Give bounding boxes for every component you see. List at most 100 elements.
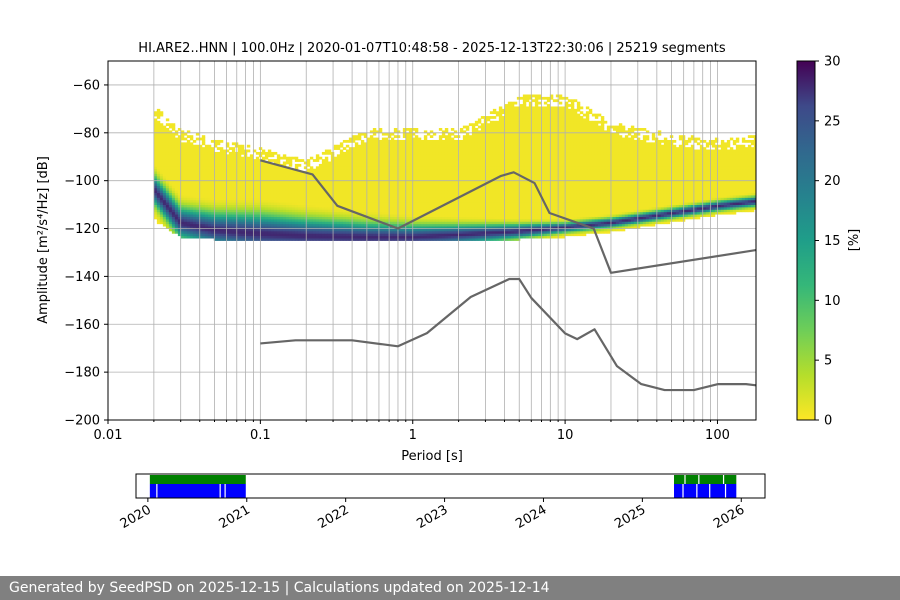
psd-cell [369, 173, 374, 177]
psd-cell [327, 228, 332, 232]
psd-cell [420, 221, 425, 225]
psd-cell [378, 195, 383, 198]
psd-cell [474, 156, 479, 160]
psd-cell [186, 168, 191, 172]
psd-cell [312, 168, 317, 172]
psd-cell [225, 218, 230, 222]
psd-cell [426, 180, 431, 184]
psd-cell [195, 226, 200, 229]
psd-cell [495, 192, 500, 196]
psd-cell [498, 233, 503, 237]
psd-cell [486, 204, 491, 208]
psd-cell [504, 156, 509, 160]
psd-cell [426, 147, 431, 150]
psd-cell [183, 223, 188, 227]
psd-cell [351, 137, 356, 141]
psd-cell [240, 195, 245, 198]
psd-cell [171, 226, 176, 229]
psd-cell [339, 226, 344, 229]
psd-cell [420, 192, 425, 196]
psd-cell [441, 214, 446, 217]
psd-cell [465, 223, 470, 227]
psd-cell [360, 230, 365, 234]
psd-cell [459, 226, 464, 229]
psd-cell [177, 197, 182, 201]
psd-cell [357, 173, 362, 177]
psd-cell [501, 137, 506, 141]
psd-cell [489, 166, 494, 170]
psd-cell [228, 233, 233, 237]
psd-cell [207, 175, 212, 179]
psd-cell [432, 216, 437, 220]
psd-cell [255, 187, 260, 191]
psd-cell [297, 197, 302, 201]
psd-cell [411, 144, 416, 148]
psd-cell [510, 228, 515, 232]
psd-cell [174, 159, 179, 162]
psd-cell [381, 137, 386, 141]
psd-cell [498, 106, 503, 110]
psd-cell [192, 183, 197, 186]
psd-cell [315, 209, 320, 213]
psd-cell [429, 211, 434, 215]
psd-cell [423, 180, 428, 184]
psd-cell [195, 204, 200, 208]
psd-cell [333, 171, 338, 174]
psd-cell [180, 149, 185, 153]
psd-cell [300, 175, 305, 179]
psd-cell [438, 190, 443, 194]
psd-cell [321, 238, 326, 241]
psd-cell [363, 185, 368, 189]
psd-cell [471, 137, 476, 141]
psd-cell [261, 149, 266, 153]
psd-cell [408, 161, 413, 165]
psd-cell [351, 168, 356, 172]
psd-cell [429, 192, 434, 196]
psd-cell [498, 118, 503, 122]
psd-cell [342, 178, 347, 182]
psd-cell [225, 211, 230, 215]
psd-cell [297, 214, 302, 217]
psd-cell [351, 163, 356, 167]
psd-cell [396, 218, 401, 222]
psd-cell [357, 185, 362, 189]
psd-cell [285, 173, 290, 177]
psd-cell [159, 111, 164, 115]
psd-cell [384, 190, 389, 194]
psd-cell [411, 209, 416, 213]
psd-cell [288, 218, 293, 222]
psd-cell [348, 206, 353, 210]
psd-cell [465, 180, 470, 184]
psd-cell [504, 163, 509, 167]
psd-cell [297, 221, 302, 225]
psd-cell [390, 216, 395, 220]
psd-cell [264, 156, 269, 160]
psd-cell [237, 151, 242, 155]
psd-cell [318, 190, 323, 194]
psd-cell [246, 226, 251, 229]
psd-cell [402, 142, 407, 146]
psd-cell [186, 171, 191, 174]
psd-cell [387, 142, 392, 146]
psd-cell [303, 197, 308, 201]
psd-cell [300, 159, 305, 162]
psd-cell [321, 209, 326, 213]
psd-cell [201, 154, 206, 158]
psd-cell [252, 230, 257, 234]
psd-cell [204, 216, 209, 220]
psd-cell [171, 183, 176, 186]
psd-cell [180, 233, 185, 237]
psd-cell [192, 180, 197, 184]
psd-cell [219, 192, 224, 196]
psd-cell [465, 178, 470, 182]
psd-cell [246, 221, 251, 225]
psd-cell [306, 183, 311, 186]
psd-cell [489, 149, 494, 153]
psd-cell [381, 223, 386, 227]
psd-cell [498, 226, 503, 229]
psd-cell [279, 235, 284, 239]
psd-cell [159, 221, 164, 225]
psd-cell [318, 185, 323, 189]
psd-cell [249, 197, 254, 201]
psd-cell [264, 183, 269, 186]
